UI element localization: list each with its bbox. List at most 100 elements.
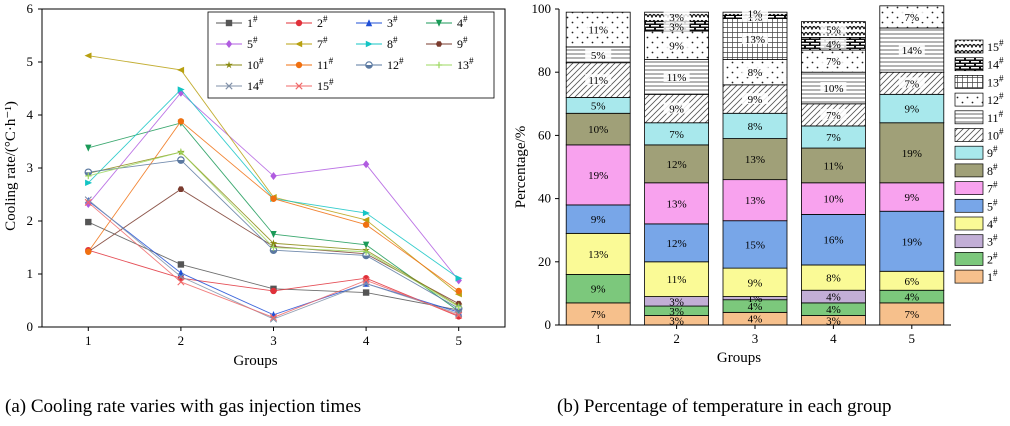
legend-swatch [954,181,984,195]
legend-item: 11# [286,56,334,72]
legend-label: 15# [987,38,1004,54]
label-backdrop [742,7,768,19]
legend-swatch [954,75,984,89]
data-point [362,289,370,296]
data-label: 4% [826,304,841,316]
legend-item: 1# [954,268,998,284]
legend-label: 4# [457,14,468,30]
bar-segment [722,179,788,222]
data-label: 13% [745,154,765,166]
bar-segment [879,210,945,272]
legend-marker-fill [365,65,373,69]
data-label: 8% [748,67,763,79]
label-backdrop [898,77,925,89]
percentage-stacked-bar-chart: 0204060801007%9%13%9%19%10%5%11%5%11%13%… [513,1,1004,366]
series-line [87,120,459,292]
caption-a: (a) Cooling rate varies with gas injecti… [5,396,362,417]
bar-segment [879,93,945,124]
data-point [84,52,92,59]
label-backdrop [820,82,847,93]
data-label: 13% [667,198,687,210]
label-backdrop [663,102,690,114]
bar-segment [644,144,709,184]
data-label: 13% [745,34,765,46]
legend-item: 13# [954,73,1004,89]
data-point [177,278,185,286]
label-backdrop [898,10,925,22]
x-tick-label: 5 [909,331,916,346]
legend-label: 2# [317,14,328,30]
bar-segment [722,112,788,139]
legend-label: 9# [457,35,468,51]
bar-segment [722,267,788,297]
label-backdrop [663,70,690,82]
legend-item: 12# [954,91,1004,107]
data-point [269,239,278,247]
series-line [88,199,459,320]
data-point [455,275,463,282]
series-2 [85,246,462,320]
legend-label: 9# [987,144,998,160]
data-label: 3% [669,21,684,33]
data-label: 12% [667,159,687,171]
legend-marker [435,19,443,27]
y-tick-label: 3 [27,160,34,175]
legend-item: 14# [954,56,1004,72]
data-label: 9% [669,104,684,116]
data-point [270,171,277,180]
x-tick-label: 4 [363,333,370,348]
legend-label: 11# [317,56,334,72]
label-backdrop [663,39,690,51]
bar-segment [722,220,788,269]
y-tick-label: 20 [538,254,551,269]
data-label: 7% [904,12,919,24]
legend-item: 11# [954,109,1004,125]
x-tick-label: 4 [830,331,837,346]
data-label: 9% [904,192,919,204]
data-point-fill [362,255,370,259]
data-point [177,186,185,192]
data-label: 19% [902,148,922,160]
bar-segment [565,232,631,275]
data-point [362,221,370,228]
x-axis-title: Groups [717,350,761,366]
legend-item: 15# [954,38,1004,54]
data-point [177,66,185,74]
data-point [455,303,462,311]
x-tick-label: 2 [673,331,680,346]
data-point [270,287,277,295]
legend-item: 12# [356,56,404,72]
data-point [85,248,92,255]
data-label: 7% [826,132,841,144]
data-point [270,231,277,239]
y-tick-label: 80 [538,64,551,79]
data-label: 9% [591,214,606,226]
legend-marker [225,19,233,27]
data-label: 3% [826,315,841,327]
data-label: 3% [669,296,684,308]
data-label: 4% [748,314,763,326]
legend-label: 13# [987,73,1004,89]
legend: 1# 2# 3# 4# 5# 7# 8# 9# 10# 11# 12# 13# 14# 15# [207,11,495,99]
data-point-fill [270,250,277,254]
data-point [362,241,370,249]
series-13 [85,148,462,311]
data-label: 6% [904,276,919,288]
data-point [85,172,92,180]
bar-segment [722,138,788,181]
data-label: 10% [588,124,608,136]
legend-item: 8# [954,162,998,178]
data-label: 16% [823,235,843,247]
legend-label: 12# [387,56,404,72]
label-backdrop [742,66,768,78]
legend-label: 7# [987,180,998,196]
data-point [455,311,463,319]
data-point [177,261,185,268]
data-label: 15% [745,239,765,251]
data-point [455,310,463,318]
legend-item: 9# [954,144,998,160]
data-label: 4% [826,292,841,304]
bar-segment [644,261,709,297]
data-point [177,148,185,156]
series-line [88,200,459,316]
